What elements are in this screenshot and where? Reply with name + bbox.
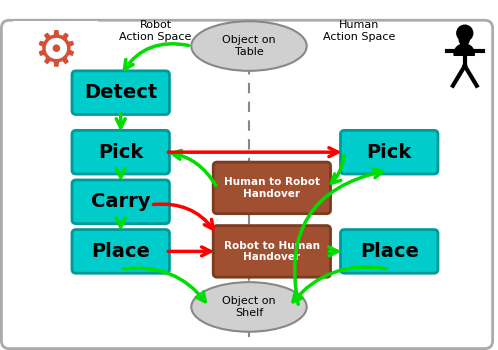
Text: Pick: Pick [98, 143, 143, 162]
Text: Human to Robot
Handover: Human to Robot Handover [224, 177, 320, 199]
FancyBboxPatch shape [72, 180, 169, 224]
FancyBboxPatch shape [341, 230, 438, 273]
FancyBboxPatch shape [72, 71, 169, 114]
Circle shape [457, 25, 473, 41]
Text: Robot to Human
Handover: Robot to Human Handover [224, 240, 320, 262]
Text: Robot
Action Space: Robot Action Space [120, 20, 192, 42]
Text: Object on
Table: Object on Table [222, 35, 276, 57]
FancyBboxPatch shape [341, 130, 438, 174]
Text: Pick: Pick [367, 143, 412, 162]
FancyBboxPatch shape [1, 20, 493, 349]
Text: Carry: Carry [91, 192, 150, 211]
FancyBboxPatch shape [213, 226, 331, 277]
FancyBboxPatch shape [13, 21, 98, 96]
Text: Object on
Shelf: Object on Shelf [222, 296, 276, 318]
Text: Place: Place [360, 242, 419, 261]
FancyBboxPatch shape [72, 130, 169, 174]
Ellipse shape [191, 282, 307, 332]
Text: Place: Place [91, 242, 150, 261]
Ellipse shape [191, 21, 307, 71]
FancyBboxPatch shape [213, 162, 331, 214]
FancyBboxPatch shape [72, 230, 169, 273]
Text: ♟: ♟ [448, 29, 480, 63]
Text: ⚙: ⚙ [34, 27, 79, 75]
Text: Detect: Detect [84, 83, 157, 102]
Text: Human
Action Space: Human Action Space [323, 20, 395, 42]
